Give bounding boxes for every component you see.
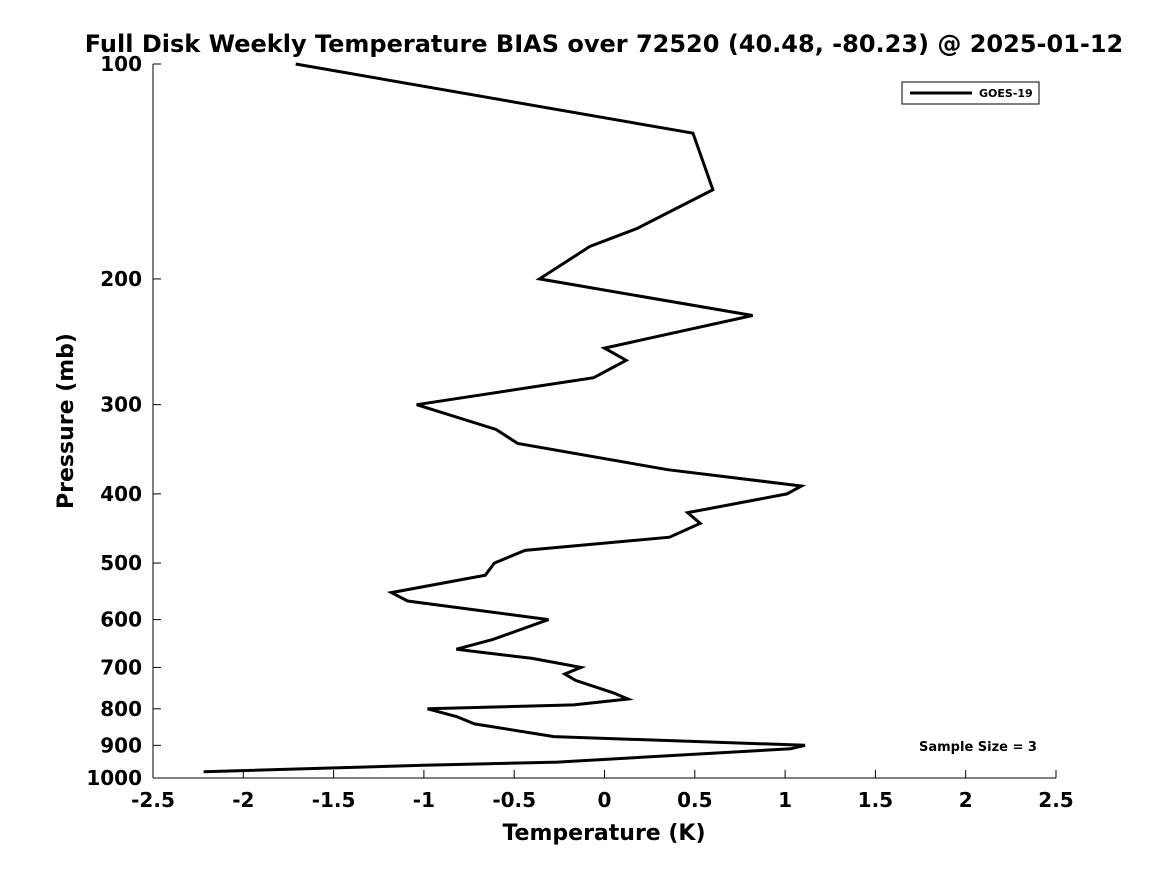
- y-tick-label: 500: [100, 551, 142, 575]
- legend: GOES-19: [901, 81, 1040, 105]
- x-tick-label: 1: [778, 788, 792, 812]
- x-tick-label: -2.5: [131, 788, 175, 812]
- x-tick-label: 0: [598, 788, 612, 812]
- y-axis-label: Pressure (mb): [54, 333, 79, 509]
- y-tick-label: 600: [100, 608, 142, 632]
- y-tick-label: 200: [100, 267, 142, 291]
- y-tick-label: 800: [100, 697, 142, 721]
- sample-size-annotation: Sample Size = 3: [919, 740, 1037, 755]
- y-tick-label: 100: [100, 52, 142, 76]
- chart-title: Full Disk Weekly Temperature BIAS over 7…: [85, 30, 1124, 58]
- series-line-goes-19: [203, 62, 807, 774]
- y-tick-label: 700: [100, 655, 142, 679]
- x-tick-label: 2.5: [1038, 788, 1073, 812]
- y-tick-label: 1000: [86, 766, 142, 790]
- x-tick-label: -0.5: [492, 788, 536, 812]
- y-tick-label: 300: [100, 393, 142, 417]
- x-ticks: -2.5 -2 -1.5 -1 -0.5 0 0.5 1 1.5 2 2.5: [131, 770, 1074, 812]
- x-axis-label: Temperature (K): [502, 821, 705, 846]
- y-tick-label: 400: [100, 482, 142, 506]
- x-tick-label: -1.5: [312, 788, 356, 812]
- y-tick-label: 900: [100, 733, 142, 757]
- x-tick-label: 2: [959, 788, 973, 812]
- x-tick-label: 1.5: [858, 788, 893, 812]
- plot-area: [153, 64, 1056, 778]
- y-ticks: 100 200 300 400 500 600 700 800 900 1000: [86, 52, 161, 790]
- legend-label-goes-19: GOES-19: [979, 87, 1033, 100]
- x-tick-label: -2: [232, 788, 254, 812]
- series-layer: [203, 62, 807, 774]
- x-tick-label: -1: [413, 788, 435, 812]
- x-tick-label: 0.5: [677, 788, 712, 812]
